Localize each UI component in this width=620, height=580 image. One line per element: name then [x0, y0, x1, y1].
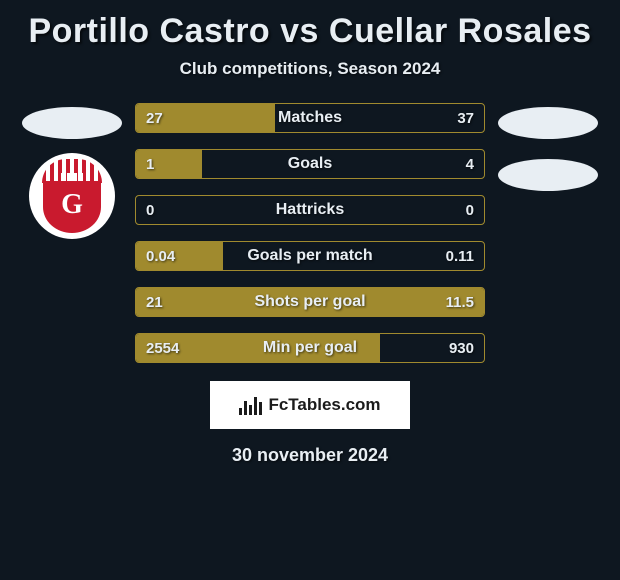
player-right-ellipse-1	[498, 107, 598, 139]
page-title: Portillo Castro vs Cuellar Rosales	[0, 12, 620, 51]
stat-value-right: 11.5	[446, 288, 474, 316]
stat-value-right: 930	[449, 334, 474, 362]
club-logo-left: G	[29, 153, 115, 239]
stat-value-right: 0.11	[446, 242, 474, 270]
content-row: G 27Matches37 1Goals4 0Hattricks0 0.04Goals…	[0, 103, 620, 363]
stat-value-left: 2554	[146, 334, 179, 362]
logo-letter: G	[61, 189, 83, 221]
logo-shield-icon: G	[43, 181, 101, 233]
stat-row: 0Hattricks0	[135, 195, 485, 225]
club-logo-inner: G	[35, 159, 109, 233]
right-column	[493, 103, 603, 191]
left-column: G	[17, 103, 127, 239]
main-container: Portillo Castro vs Cuellar Rosales Club …	[0, 0, 620, 580]
stats-bars: 27Matches37 1Goals4 0Hattricks0 0.04Goals p…	[135, 103, 485, 363]
stat-row: 0.04Goals per match0.11	[135, 241, 485, 271]
stat-row: 27Matches37	[135, 103, 485, 133]
player-right-ellipse-2	[498, 159, 598, 191]
bars-icon	[239, 395, 262, 415]
stat-value-left: 0.04	[146, 242, 175, 270]
stat-row: 2554Min per goal930	[135, 333, 485, 363]
player-left-ellipse	[22, 107, 122, 139]
stat-row: 1Goals4	[135, 149, 485, 179]
stat-bar-fill	[136, 288, 484, 316]
stat-row: 21Shots per goal11.5	[135, 287, 485, 317]
stat-value-left: 27	[146, 104, 163, 132]
stat-value-left: 1	[146, 150, 154, 178]
stat-value-right: 37	[457, 104, 474, 132]
stat-value-right: 4	[466, 150, 474, 178]
watermark: FcTables.com	[210, 381, 410, 429]
subtitle: Club competitions, Season 2024	[0, 59, 620, 79]
stat-label: Hattricks	[136, 196, 484, 224]
date-line: 30 november 2024	[0, 445, 620, 466]
stat-value-left: 21	[146, 288, 163, 316]
watermark-label: FcTables.com	[268, 395, 380, 415]
stat-value-right: 0	[466, 196, 474, 224]
stat-value-left: 0	[146, 196, 154, 224]
